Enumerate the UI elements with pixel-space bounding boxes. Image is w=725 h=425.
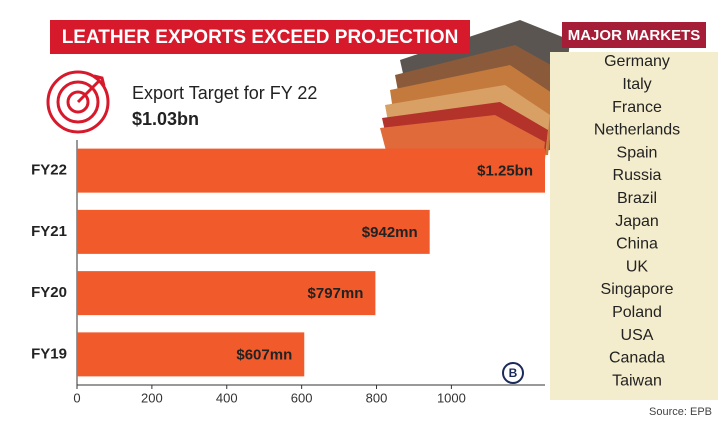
source: Source: EPB bbox=[649, 406, 712, 418]
market-item: Brazil bbox=[617, 190, 657, 207]
market-item: Spain bbox=[617, 144, 658, 161]
bar bbox=[77, 332, 305, 377]
x-tick-label: 200 bbox=[141, 390, 163, 405]
market-item: Italy bbox=[622, 76, 651, 93]
title-banner bbox=[50, 20, 470, 54]
market-item: USA bbox=[621, 327, 654, 344]
y-tick-label: FY20 bbox=[31, 284, 67, 301]
x-tick-label: 400 bbox=[216, 390, 238, 405]
bar bbox=[77, 148, 545, 193]
market-item: Singapore bbox=[601, 281, 674, 298]
logo bbox=[502, 362, 524, 384]
market-item: Germany bbox=[604, 53, 670, 70]
leather-illustration bbox=[380, 20, 570, 168]
market-item: China bbox=[616, 236, 658, 253]
target-icon bbox=[46, 70, 110, 134]
value-label: $797mn bbox=[308, 285, 364, 302]
annotation: Export Target for FY 22 bbox=[132, 83, 317, 103]
sidebar-title: MAJOR MARKETS bbox=[568, 27, 701, 44]
y-tick-label: FY21 bbox=[31, 223, 67, 240]
market-item: Taiwan bbox=[612, 372, 662, 389]
sidebar-header bbox=[562, 22, 706, 48]
market-item: Japan bbox=[615, 213, 659, 230]
y-tick-label: FY22 bbox=[31, 162, 67, 179]
y-tick-label: FY19 bbox=[31, 345, 67, 362]
x-tick-label: 1000 bbox=[437, 390, 466, 405]
annotation-value: $1.03bn bbox=[132, 109, 199, 129]
market-item: France bbox=[612, 99, 662, 116]
x-tick-label: 800 bbox=[366, 390, 388, 405]
value-label: $942mn bbox=[362, 224, 418, 241]
bar bbox=[77, 209, 430, 254]
market-item: UK bbox=[626, 258, 649, 275]
sidebar-panel bbox=[550, 52, 718, 400]
market-item: Netherlands bbox=[594, 122, 680, 139]
value-label: $1.25bn bbox=[477, 163, 533, 180]
market-item: Canada bbox=[609, 350, 665, 367]
x-tick-label: 0 bbox=[73, 390, 80, 405]
value-label: $607mn bbox=[236, 346, 292, 363]
x-tick-label: 600 bbox=[291, 390, 313, 405]
bar bbox=[77, 271, 376, 316]
market-item: Russia bbox=[613, 167, 662, 184]
logo-letter: B bbox=[509, 366, 518, 380]
chart-title: LEATHER EXPORTS EXCEED PROJECTION bbox=[62, 27, 459, 48]
market-item: Poland bbox=[612, 304, 662, 321]
